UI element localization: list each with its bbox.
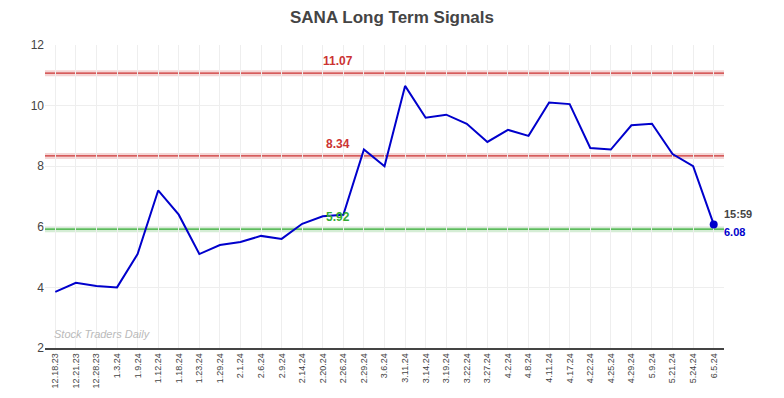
svg-text:4.17.24: 4.17.24 (565, 353, 575, 383)
svg-text:8: 8 (37, 159, 44, 173)
svg-text:2.6.24: 2.6.24 (256, 353, 266, 378)
svg-text:12: 12 (31, 38, 45, 52)
svg-text:2.20.24: 2.20.24 (318, 353, 328, 383)
svg-text:3.19.24: 3.19.24 (441, 353, 451, 383)
svg-text:1.3.24: 1.3.24 (112, 353, 122, 378)
svg-text:10: 10 (31, 99, 45, 113)
svg-text:1.23.24: 1.23.24 (194, 353, 204, 383)
svg-text:2.9.24: 2.9.24 (277, 353, 287, 378)
svg-text:4.8.24: 4.8.24 (523, 353, 533, 378)
svg-text:5.9.24: 5.9.24 (647, 353, 657, 378)
svg-text:Stock Traders Daily: Stock Traders Daily (54, 328, 151, 340)
svg-text:6.08: 6.08 (724, 226, 745, 238)
svg-text:1.18.24: 1.18.24 (174, 353, 184, 383)
svg-text:12.18.23: 12.18.23 (50, 353, 60, 388)
svg-text:1.12.24: 1.12.24 (153, 353, 163, 383)
svg-text:4.11.24: 4.11.24 (544, 353, 554, 382)
svg-text:4.29.24: 4.29.24 (626, 353, 636, 383)
svg-text:2.29.24: 2.29.24 (359, 353, 369, 383)
svg-text:2: 2 (37, 341, 44, 355)
svg-text:2.14.24: 2.14.24 (297, 353, 307, 383)
svg-text:5.24.24: 5.24.24 (688, 353, 698, 383)
svg-text:3.22.24: 3.22.24 (462, 353, 472, 383)
svg-text:4: 4 (37, 281, 44, 295)
svg-text:1.29.24: 1.29.24 (215, 353, 225, 383)
svg-text:15:59: 15:59 (724, 208, 752, 220)
svg-text:12.28.23: 12.28.23 (91, 353, 101, 388)
svg-text:8.34: 8.34 (326, 137, 350, 151)
svg-text:3.6.24: 3.6.24 (379, 353, 389, 378)
svg-text:3.14.24: 3.14.24 (421, 353, 431, 383)
svg-text:4.2.24: 4.2.24 (503, 353, 513, 378)
svg-text:SANA Long Term Signals: SANA Long Term Signals (290, 8, 494, 27)
svg-text:1.9.24: 1.9.24 (133, 353, 143, 378)
svg-text:6: 6 (37, 220, 44, 234)
svg-text:2.26.24: 2.26.24 (338, 353, 348, 383)
svg-text:5.21.24: 5.21.24 (667, 353, 677, 383)
svg-text:6.5.24: 6.5.24 (709, 353, 719, 378)
svg-text:11.07: 11.07 (323, 54, 353, 68)
svg-text:3.11.24: 3.11.24 (400, 353, 410, 382)
svg-text:4.22.24: 4.22.24 (585, 353, 595, 383)
svg-text:12.21.23: 12.21.23 (71, 353, 81, 388)
svg-text:3.27.24: 3.27.24 (482, 353, 492, 383)
svg-text:4.25.24: 4.25.24 (606, 353, 616, 383)
svg-text:5.92: 5.92 (326, 210, 350, 224)
svg-text:2.1.24: 2.1.24 (235, 353, 245, 378)
